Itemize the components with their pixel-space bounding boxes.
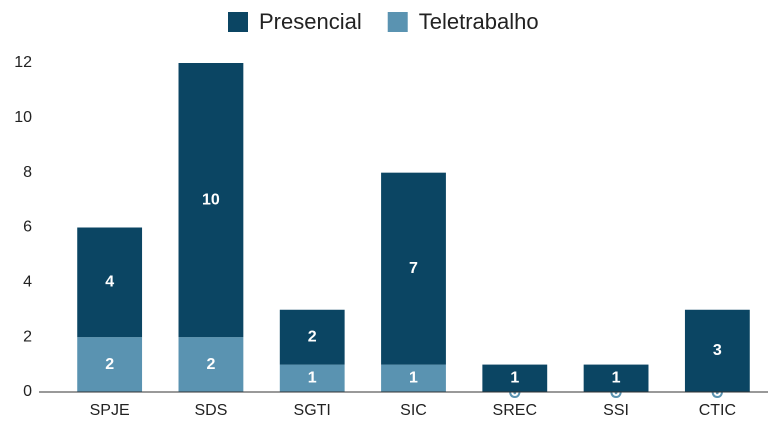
y-tick-label: 10 (14, 109, 32, 126)
y-tick-label: 2 (23, 328, 32, 345)
data-label: 1 (510, 370, 519, 387)
data-label: 7 (409, 260, 418, 277)
data-label: 3 (713, 342, 722, 359)
bar-segment (279, 309, 345, 365)
legend-label: Teletrabalho (419, 9, 539, 34)
x-tick-label: SSI (603, 402, 629, 419)
data-label: 1 (612, 370, 621, 387)
data-label: 1 (308, 370, 317, 387)
legend-label: Presencial (259, 9, 362, 34)
legend-swatch (228, 12, 248, 32)
bar-segment (381, 172, 446, 365)
bar-segment (178, 63, 244, 338)
y-tick-label: 8 (23, 164, 32, 181)
data-label: 1 (409, 370, 418, 387)
y-tick-label: 6 (23, 219, 32, 236)
x-tick-label: SGTI (294, 402, 331, 419)
x-tick-label: SDS (194, 402, 227, 419)
bar-segment (684, 309, 750, 392)
data-label: 4 (105, 274, 114, 291)
bar-segment (381, 364, 446, 392)
bar-segment (178, 337, 244, 392)
x-tick-label: SPJE (90, 402, 130, 419)
bar-segment (77, 227, 143, 338)
bar-segment (279, 364, 345, 392)
x-tick-label: SREC (493, 402, 537, 419)
y-tick-label: 0 (23, 383, 32, 400)
y-tick-label: 4 (23, 274, 32, 291)
bar-segment (583, 364, 649, 392)
data-label: 2 (308, 328, 317, 345)
legend-swatch (387, 12, 408, 32)
x-tick-label: SIC (400, 402, 427, 419)
x-tick-label: CTIC (699, 402, 736, 419)
bar-segment (77, 337, 143, 392)
data-label: 2 (206, 356, 215, 373)
bar-segment (482, 364, 548, 392)
data-label: 2 (105, 356, 114, 373)
y-tick-label: 12 (14, 54, 32, 71)
data-label: 10 (202, 191, 220, 208)
